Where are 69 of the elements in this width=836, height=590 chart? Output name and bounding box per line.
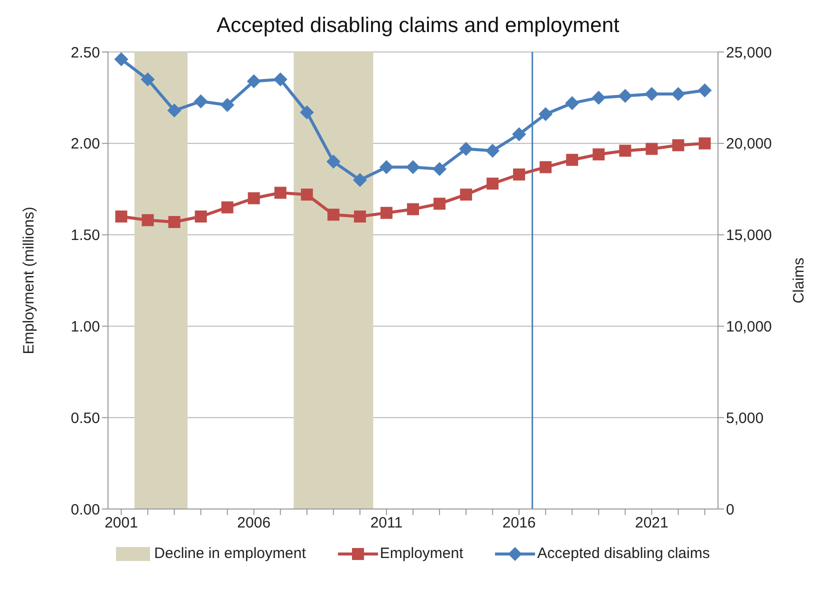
legend-label: Employment: [378, 545, 464, 562]
y-tick-label: 1.00: [70, 318, 100, 336]
point: [246, 74, 261, 88]
point: [140, 72, 155, 86]
point: [538, 107, 553, 122]
point: [619, 144, 632, 157]
point: [644, 87, 659, 102]
point: [221, 201, 234, 214]
point: [379, 160, 394, 174]
point: [354, 210, 366, 223]
point: [407, 203, 419, 216]
point: [248, 192, 260, 204]
point: [406, 160, 420, 174]
y2-tick-label: 0: [726, 501, 734, 518]
point: [566, 154, 578, 166]
x-tick-label: 2001: [104, 514, 138, 532]
y-tick-label: 0.00: [70, 501, 100, 518]
point: [114, 52, 128, 66]
y2-tick-label: 15,000: [726, 227, 772, 244]
point: [115, 210, 128, 223]
point: [300, 188, 313, 201]
y-axis-title: Employment (millions): [20, 206, 38, 354]
point: [142, 214, 154, 226]
point: [646, 142, 658, 155]
point: [352, 172, 367, 187]
legend-label: Accepted disabling claims: [536, 545, 710, 562]
y2-tick-label: 25,000: [726, 44, 772, 62]
y2-axis-title: Claims: [790, 258, 808, 304]
point: [380, 206, 392, 219]
point: [618, 88, 632, 103]
point: [459, 142, 474, 156]
point: [512, 127, 526, 142]
point: [434, 198, 446, 210]
y-tick-label: 0.50: [70, 410, 100, 427]
point: [220, 98, 234, 112]
point: [327, 208, 340, 221]
point: [671, 87, 686, 102]
y2-tick-label: 20,000: [726, 136, 772, 153]
y2-tick-label: 5,000: [726, 410, 764, 427]
point: [167, 103, 182, 118]
x-tick-label: 2016: [502, 514, 536, 532]
y-tick-label: 1.50: [70, 227, 100, 244]
point: [698, 137, 711, 150]
point: [168, 216, 180, 228]
point: [486, 144, 500, 158]
x-tick-label: 2006: [237, 514, 271, 532]
point: [273, 72, 288, 86]
point: [460, 188, 472, 201]
y-tick-label: 2.50: [70, 44, 100, 62]
x-tick-label: 2021: [635, 514, 668, 532]
point: [565, 96, 580, 110]
point: [326, 154, 340, 169]
legend-label: Decline in employment: [153, 545, 306, 562]
point: [274, 186, 286, 199]
point: [513, 168, 526, 180]
y-tick-label: 2.00: [70, 136, 100, 153]
point: [300, 105, 314, 120]
point: [592, 148, 605, 160]
y2-tick-label: 10,000: [726, 318, 772, 336]
x-tick-label: 2011: [370, 514, 403, 532]
point: [672, 139, 684, 152]
chart-title: Accepted disabling claims and employment: [216, 14, 620, 38]
point: [486, 178, 499, 190]
point: [432, 162, 447, 176]
point: [194, 94, 208, 108]
point: [698, 83, 712, 98]
point: [194, 210, 207, 223]
point: [540, 161, 552, 174]
point: [592, 90, 606, 105]
